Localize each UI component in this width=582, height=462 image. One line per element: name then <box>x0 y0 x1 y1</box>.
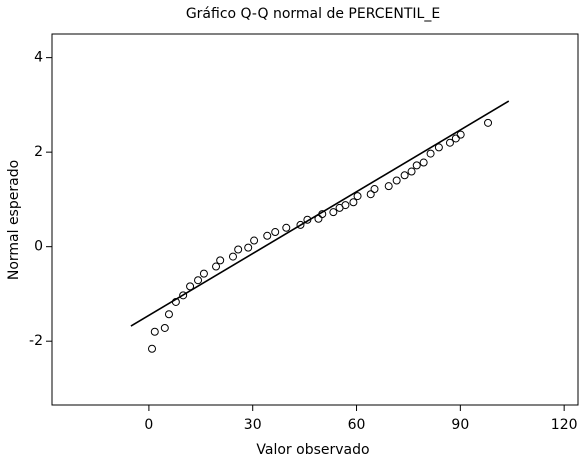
x-tick-label: 120 <box>551 417 578 433</box>
point <box>400 171 409 180</box>
point <box>484 118 493 127</box>
point <box>199 269 208 278</box>
reference-line <box>130 100 510 327</box>
point <box>271 228 280 237</box>
point <box>353 192 362 201</box>
point <box>384 182 393 191</box>
point <box>370 185 379 194</box>
point <box>212 262 221 271</box>
point <box>318 210 327 219</box>
point <box>250 236 259 245</box>
point <box>164 310 173 319</box>
point <box>228 252 237 261</box>
y-tick-label: 0 <box>34 239 43 255</box>
point <box>426 149 435 158</box>
point <box>392 176 401 185</box>
x-tick-label: 90 <box>451 417 469 433</box>
chart-title: Gráfico Q-Q normal de PERCENTIL_E <box>186 6 440 22</box>
y-tick-label: 2 <box>34 144 43 160</box>
point <box>171 297 180 306</box>
point <box>451 134 460 143</box>
point <box>412 161 421 170</box>
point <box>434 143 443 152</box>
point <box>341 201 350 210</box>
point <box>234 245 243 254</box>
x-tick-label: 0 <box>144 417 153 433</box>
point <box>366 190 375 199</box>
point <box>296 220 305 229</box>
point <box>314 214 323 223</box>
point <box>216 256 225 265</box>
point <box>349 198 358 207</box>
point <box>445 138 454 147</box>
point <box>150 327 159 336</box>
point <box>329 208 338 217</box>
point <box>186 282 195 291</box>
point <box>419 158 428 167</box>
point <box>282 223 291 232</box>
x-axis-label: Valor observado <box>256 442 369 458</box>
x-tick-label: 60 <box>348 417 366 433</box>
y-tick-label: 4 <box>34 50 43 66</box>
point <box>456 130 465 139</box>
point <box>160 323 169 332</box>
x-tick-label: 30 <box>244 417 262 433</box>
point <box>303 215 312 224</box>
y-axis-label: Normal esperado <box>6 160 22 280</box>
point <box>407 167 416 176</box>
point <box>194 276 203 285</box>
plot-frame <box>51 33 579 406</box>
y-tick-label: -2 <box>29 333 43 349</box>
point <box>244 243 253 252</box>
point <box>148 344 157 353</box>
point <box>179 291 188 300</box>
point <box>263 231 272 240</box>
